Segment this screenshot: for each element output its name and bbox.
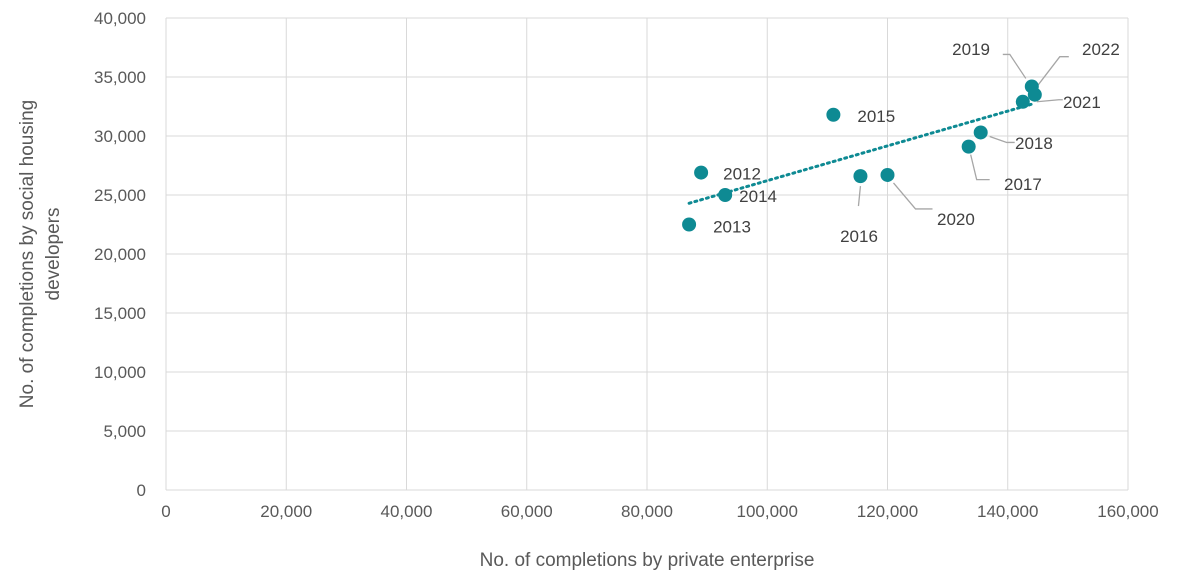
leader-line-2022 [1036,56,1069,88]
data-point-2012 [694,165,709,180]
y-tick-label: 25,000 [94,186,146,205]
y-tick-label: 10,000 [94,363,146,382]
data-point-2021 [1015,94,1030,109]
data-labels: 2012 2013 2014 2015 2016 2017 2018 2019 2020 2021… [713,40,1120,246]
data-point-2016 [853,169,868,184]
label-leader-lines [857,53,1069,210]
y-tick-label: 30,000 [94,127,146,146]
x-tick-label: 40,000 [381,502,433,521]
y-axis-title: No. of completions by social housing dev… [17,100,64,408]
y-tick-label: 5,000 [103,422,146,441]
x-axis-ticks: 0 20,000 40,000 60,000 80,000 100,000 120,000 1… [161,502,1158,521]
data-label-2015: 2015 [857,107,895,126]
data-point-2014 [718,188,733,202]
y-tick-label: 20,000 [94,245,146,264]
data-label-2014: 2014 [739,187,777,206]
data-label-2018: 2018 [1015,134,1053,153]
data-label-2019: 2019 [952,40,990,59]
leader-line-2018 [989,135,1015,144]
data-points [682,79,1042,232]
leader-line-2020 [893,182,933,210]
data-label-2022: 2022 [1082,40,1120,59]
data-point-2013 [682,217,697,232]
x-tick-label: 20,000 [260,502,312,521]
gridlines [165,17,1129,491]
y-axis-title-line-2: developers [43,208,64,301]
x-tick-label: 120,000 [857,502,918,521]
y-tick-label: 15,000 [94,304,146,323]
data-label-2017: 2017 [1004,175,1042,194]
x-tick-label: 80,000 [621,502,673,521]
leader-line-2021 [1036,99,1063,103]
y-axis-ticks: 0 5,000 10,000 15,000 20,000 25,000 30,000 35,0… [94,9,146,500]
data-point-2022 [1027,87,1042,102]
data-point-2017 [961,139,976,154]
data-point-2020 [880,167,895,182]
data-label-2021: 2021 [1063,93,1101,112]
x-tick-label: 160,000 [1097,502,1158,521]
y-tick-label: 35,000 [94,68,146,87]
y-tick-label: 0 [137,481,146,500]
data-label-2013: 2013 [713,218,751,237]
data-point-2018 [973,125,988,140]
leader-line-2017 [970,154,990,181]
y-axis-title-line-1: No. of completions by social housing [17,100,38,408]
x-tick-label: 140,000 [977,502,1038,521]
x-tick-label: 100,000 [737,502,798,521]
data-label-2020: 2020 [937,210,975,229]
trendline [687,102,1034,205]
x-tick-label: 60,000 [501,502,553,521]
x-tick-label: 0 [161,502,170,521]
data-point-2015 [826,107,841,122]
x-axis-title: No. of completions by private enterprise [480,550,815,571]
data-label-2012: 2012 [723,165,761,184]
data-label-2016: 2016 [840,227,878,246]
leader-line-2016 [857,186,862,207]
leader-line-2019 [1002,53,1027,79]
y-tick-label: 40,000 [94,9,146,28]
